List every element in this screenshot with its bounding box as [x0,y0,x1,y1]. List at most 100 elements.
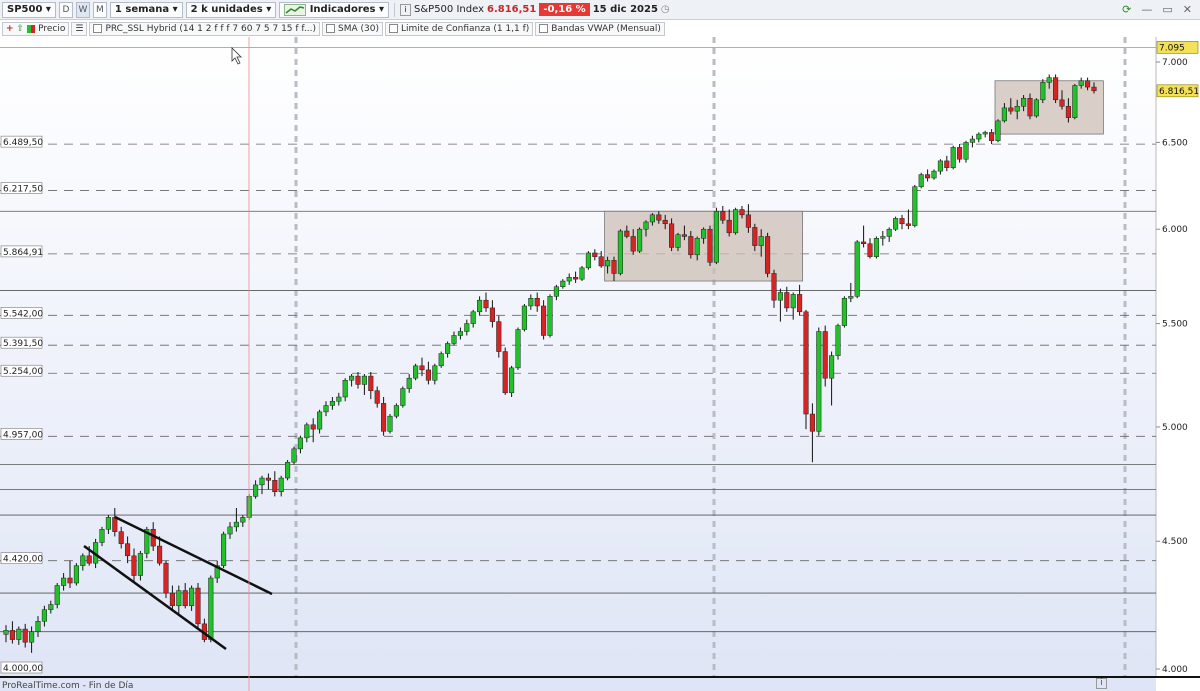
candle-up [221,531,227,569]
candle-down [541,300,547,340]
candle-body [22,628,28,643]
candle-body [976,133,982,140]
candle-body [809,413,815,432]
candle-up [285,460,291,481]
candle-body [355,375,361,385]
level-label-box [0,552,43,565]
candle-body [73,565,79,584]
candle-body [662,219,668,225]
candle-body [598,256,604,267]
candle-down [496,315,502,358]
info-icon[interactable]: i [1096,678,1107,689]
candle-up [643,220,649,237]
candle-down [502,347,508,395]
candle-up [80,553,86,571]
remove-icon[interactable]: + [6,23,14,34]
chevron-down-icon: ▾ [172,4,178,15]
candle-down [624,225,630,239]
indicator-confidence-limit[interactable]: Limite de Confianza (1 1,1 f) [385,21,534,36]
candle-up [105,515,111,535]
level-label: 4.420,00 [3,555,43,565]
candle-body [925,174,931,179]
candle-body [765,236,771,274]
level-label: 6.217,50 [3,185,43,195]
price-highlight-label: 7.095 [1159,43,1185,53]
consolidation-zone [994,80,1104,135]
candle-body [464,323,470,332]
checkbox-icon [93,24,103,33]
candle-up [1021,95,1027,112]
candle-up [969,135,975,148]
candle-body [1053,77,1059,101]
candle-body [67,577,73,584]
period-weekly-button[interactable]: W [75,1,90,18]
minimize-icon[interactable]: — [1141,3,1153,16]
chevron-down-icon: ▾ [378,4,385,15]
candle-body [1001,107,1007,122]
candle-body [649,214,655,223]
candle-up [937,159,943,175]
candle-body [720,211,726,221]
color-swatch-icon [27,24,36,33]
checkbox-icon [326,24,336,33]
candle-up [336,392,342,406]
period-monthly-button[interactable]: M [92,1,107,18]
period-daily-button[interactable]: D [58,1,73,18]
candle-body [387,415,393,432]
info-icon[interactable]: i [400,3,412,16]
candle-up [579,265,585,282]
candle-down [867,238,873,259]
candle-down [611,256,617,282]
candle-down [67,560,73,589]
candle-body [105,517,111,530]
units-text: 2 k unidades [190,4,263,15]
last-price: 6.816,51 [487,4,537,15]
candle-down [1027,93,1033,120]
price-legend[interactable]: + ⇧ Precio [2,21,70,36]
indicators-button[interactable]: Indicadores ▾ [279,1,390,18]
axis-tick-label: 4.000 [1162,665,1188,675]
units-selector[interactable]: 2 k unidades ▾ [185,1,277,18]
sync-icon[interactable]: ⟳ [1122,3,1132,16]
candle-up [457,327,463,340]
candle-up [240,515,246,527]
close-icon[interactable]: ✕ [1182,3,1192,16]
candle-body [835,325,841,356]
candle-body [285,461,291,479]
candle-down [272,471,278,497]
candle-body [656,214,662,221]
candle-body [880,236,886,239]
candle-body [777,292,783,301]
candle-down [726,209,732,237]
candle-up [297,435,303,454]
indicator-sma[interactable]: SMA (30) [322,21,384,36]
candle-up [758,229,764,257]
candle-up [400,386,406,408]
chevron-down-icon: ▾ [45,4,51,15]
candle-body [797,294,803,313]
price-chart[interactable]: 6.489,50 6.217,50 5.864,91 5.542,00 5.391,50… [0,37,1200,691]
list-icon[interactable]: ☰ [71,21,88,36]
candle-body [54,585,60,605]
candle-up [323,401,329,417]
timeframe-text: 1 semana [114,4,170,15]
maximize-icon[interactable]: ▭ [1162,3,1173,16]
symbol-selector[interactable]: SP500 ▾ [2,1,56,18]
candle-up [675,232,681,252]
candle-body [701,228,707,239]
candle-up [566,273,572,285]
indicator-ssl-hybrid[interactable]: PRC_SSL Hybrid (14 1 2 f f f 7 60 7 5 7 … [89,21,321,36]
candle-up [189,585,195,611]
checkbox-icon [389,24,399,33]
indicator-vwap-bands[interactable]: Bandas VWAP (Mensual) [535,21,665,36]
candle-down [989,129,995,145]
candle-body [80,555,86,566]
candle-down [598,251,604,268]
candle-body [873,238,879,257]
candle-body [1014,106,1020,112]
arrow-up-icon[interactable]: ⇧ [16,23,25,34]
candle-body [304,424,310,439]
timeframe-selector[interactable]: 1 semana ▾ [109,1,183,18]
candle-body [1033,99,1039,117]
candle-down [374,386,380,408]
